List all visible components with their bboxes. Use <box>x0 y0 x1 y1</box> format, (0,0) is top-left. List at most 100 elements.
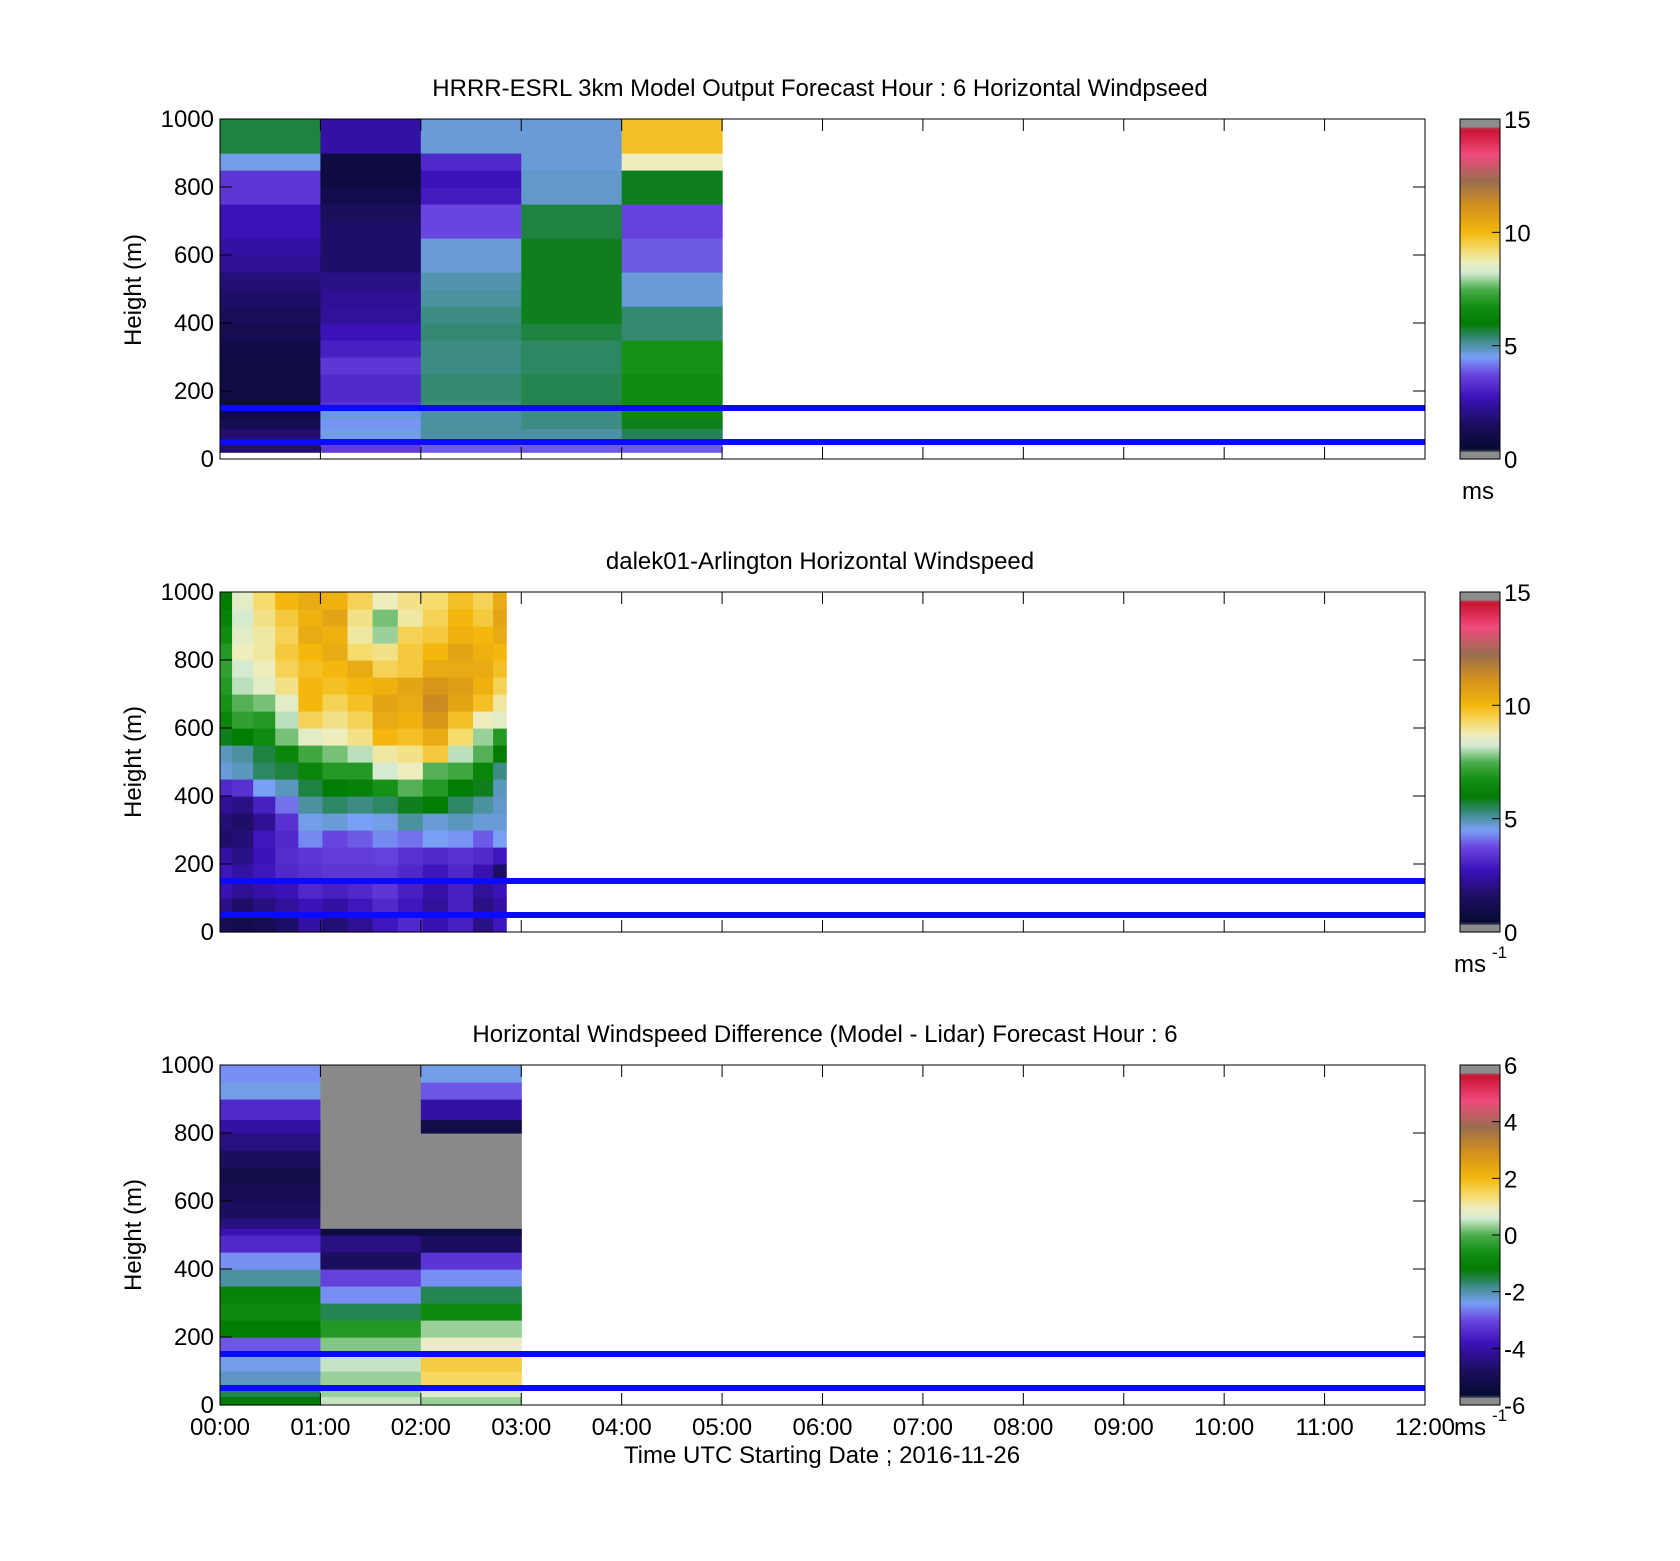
xtick-label: 08:00 <box>993 1414 1053 1441</box>
heatmap-cell <box>397 592 424 610</box>
heatmap-cell <box>220 306 322 324</box>
heatmap-cell <box>320 374 422 392</box>
heatmap-cell <box>298 592 324 610</box>
panel-2-colorbar: 0 5 10 15 ms -1 <box>1454 580 1531 978</box>
heatmap-cell <box>420 221 522 239</box>
heatmap-cell <box>397 915 424 933</box>
heatmap-cell <box>420 418 522 429</box>
heatmap-cell <box>322 915 349 933</box>
heatmap-cell <box>220 881 233 899</box>
heatmap-cell <box>320 1099 422 1120</box>
colorbar-segment <box>1460 776 1500 779</box>
heatmap-cell <box>232 660 254 678</box>
colorbar-segment <box>1460 147 1500 150</box>
heatmap-cell <box>521 272 623 290</box>
xtick-label: 09:00 <box>1094 1414 1154 1441</box>
colorbar-segment <box>1460 403 1500 406</box>
colorbar-segment <box>1460 129 1500 132</box>
colorbar-segment <box>1460 714 1500 717</box>
colorbar-segment <box>1460 1349 1500 1352</box>
colorbar-segment <box>1460 614 1500 617</box>
heatmap-cell <box>473 881 494 899</box>
heatmap-cell <box>372 711 399 729</box>
heatmap-cell <box>422 762 449 780</box>
heatmap-cell <box>397 762 424 780</box>
colorbar-segment <box>1460 395 1500 398</box>
ytick-label: 0 <box>201 1392 214 1419</box>
colorbar-segment <box>1460 720 1500 723</box>
heatmap-cell <box>347 592 374 610</box>
colorbar-segment <box>1460 716 1500 719</box>
colorbar-segment <box>1460 1155 1500 1158</box>
heatmap-cell <box>420 1082 522 1100</box>
colorbar-tick-label: 5 <box>1504 807 1517 834</box>
heatmap-cell <box>320 119 422 154</box>
colorbar-segment <box>1460 706 1500 709</box>
ytick-label: 1000 <box>161 579 214 606</box>
colorbar-segment <box>1460 1345 1500 1348</box>
heatmap-cell <box>347 813 374 831</box>
heatmap-cell <box>473 915 494 933</box>
heatmap-cell <box>447 660 474 678</box>
colorbar-segment <box>1460 207 1500 210</box>
heatmap-cell <box>275 694 299 712</box>
heatmap-cell <box>220 1119 322 1134</box>
colorbar-segment <box>1460 766 1500 769</box>
heatmap-cell <box>473 728 494 746</box>
heatmap-cell <box>493 864 507 882</box>
heatmap-cell <box>220 1320 322 1338</box>
colorbar-segment <box>1460 1299 1500 1302</box>
heatmap-cell <box>322 694 349 712</box>
colorbar-segment <box>1460 1315 1500 1318</box>
colorbar-segment <box>1460 1369 1500 1372</box>
heatmap-cell <box>621 238 723 256</box>
heatmap-cell <box>347 609 374 627</box>
heatmap-cell <box>473 864 494 882</box>
colorbar-segment <box>1460 377 1500 380</box>
heatmap-cell <box>422 779 449 797</box>
colorbar-segment <box>1460 1245 1500 1248</box>
heatmap-cell <box>220 779 233 797</box>
colorbar-segment <box>1460 804 1500 807</box>
colorbar-segment <box>1460 600 1500 603</box>
heatmap-cell <box>473 626 494 644</box>
heatmap-cell <box>220 408 322 419</box>
colorbar-segment <box>1460 335 1500 338</box>
colorbar-segment <box>1460 1083 1500 1086</box>
heatmap-cell <box>220 401 322 409</box>
colorbar-segment <box>1460 1351 1500 1354</box>
colorbar-segment <box>1460 401 1500 404</box>
colorbar-unit-exponent: -1 <box>1492 1406 1507 1425</box>
heatmap-cell <box>220 323 322 341</box>
colorbar-segment <box>1460 662 1500 665</box>
colorbar-segment <box>1460 1139 1500 1142</box>
xtick-label: 05:00 <box>692 1414 752 1441</box>
heatmap-cell <box>220 374 322 392</box>
heatmap-cell <box>322 779 349 797</box>
heatmap-cell <box>232 592 254 610</box>
heatmap-cell <box>320 418 422 429</box>
colorbar-segment <box>1460 696 1500 699</box>
colorbar-segment <box>1460 1101 1500 1104</box>
colorbar-segment <box>1460 1285 1500 1288</box>
colorbar-segment <box>1460 213 1500 216</box>
colorbar-segment <box>1460 774 1500 777</box>
heatmap-cell <box>320 1201 422 1219</box>
colorbar-segment <box>1460 217 1500 220</box>
colorbar-segment <box>1460 343 1500 346</box>
heatmap-cell <box>220 677 233 695</box>
colorbar-segment <box>1460 692 1500 695</box>
xtick-label: 11:00 <box>1295 1414 1353 1441</box>
heatmap-cell <box>420 1371 522 1389</box>
colorbar-segment <box>1460 1289 1500 1292</box>
colorbar-segment <box>1460 678 1500 681</box>
heatmap-cell <box>422 830 449 848</box>
heatmap-cell <box>275 677 299 695</box>
colorbar-segment <box>1460 441 1500 444</box>
colorbar-segment <box>1460 1329 1500 1332</box>
heatmap-cell <box>298 711 324 729</box>
colorbar-segment <box>1460 608 1500 611</box>
heatmap-cell <box>621 306 723 324</box>
heatmap-cell <box>420 1235 522 1253</box>
heatmap-cell <box>220 1082 322 1100</box>
